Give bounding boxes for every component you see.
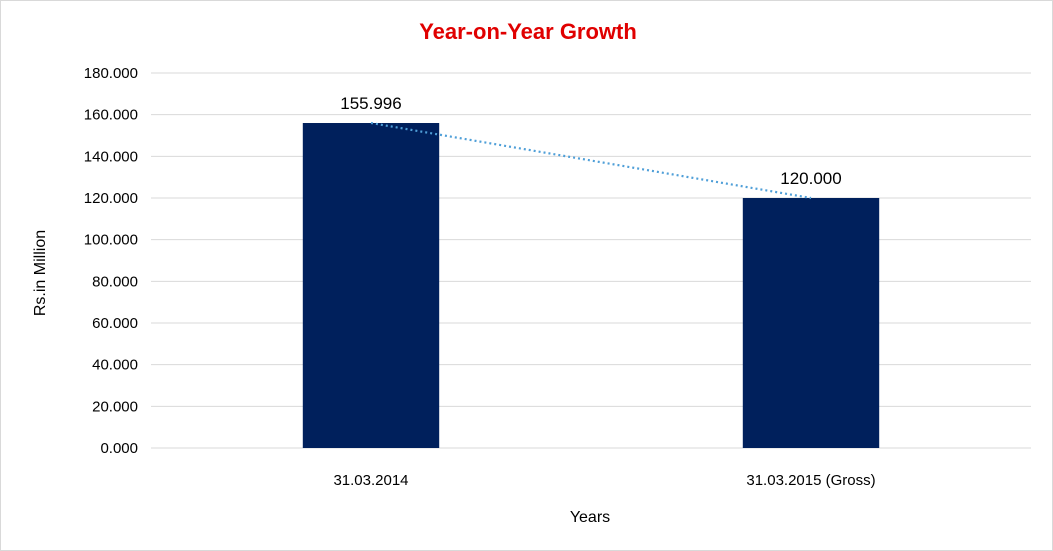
y-tick-label: 0.000 [100, 440, 138, 457]
y-tick-label: 40.000 [92, 357, 138, 374]
bar [302, 123, 440, 448]
y-axis-title: Rs.in Million [32, 230, 49, 316]
trendline [370, 121, 812, 200]
bars [302, 123, 880, 448]
x-tick-label: 31.03.2014 [333, 472, 408, 489]
data-label: 120.000 [780, 169, 841, 188]
x-axis-ticks: 31.03.2014 31.03.2015 (Gross) [333, 472, 875, 489]
data-labels: 155.996 120.000 [340, 94, 841, 188]
chart-title: Year-on-Year Growth [419, 19, 637, 44]
x-tick-label: 31.03.2015 (Gross) [746, 472, 875, 489]
gridlines [151, 72, 1031, 449]
y-tick-label: 120.000 [84, 190, 138, 207]
y-tick-label: 160.000 [84, 107, 138, 124]
trendline-group [370, 121, 812, 200]
y-tick-label: 100.000 [84, 232, 138, 249]
y-tick-label: 80.000 [92, 273, 138, 290]
bar [742, 198, 880, 448]
x-axis-title: Years [570, 509, 610, 526]
y-axis-ticks: 0.000 20.000 40.000 60.000 80.000 100.000 120.… [84, 65, 138, 457]
y-tick-label: 180.000 [84, 65, 138, 82]
data-label: 155.996 [340, 94, 401, 113]
y-tick-label: 60.000 [92, 315, 138, 332]
y-tick-label: 20.000 [92, 398, 138, 415]
y-tick-label: 140.000 [84, 148, 138, 165]
